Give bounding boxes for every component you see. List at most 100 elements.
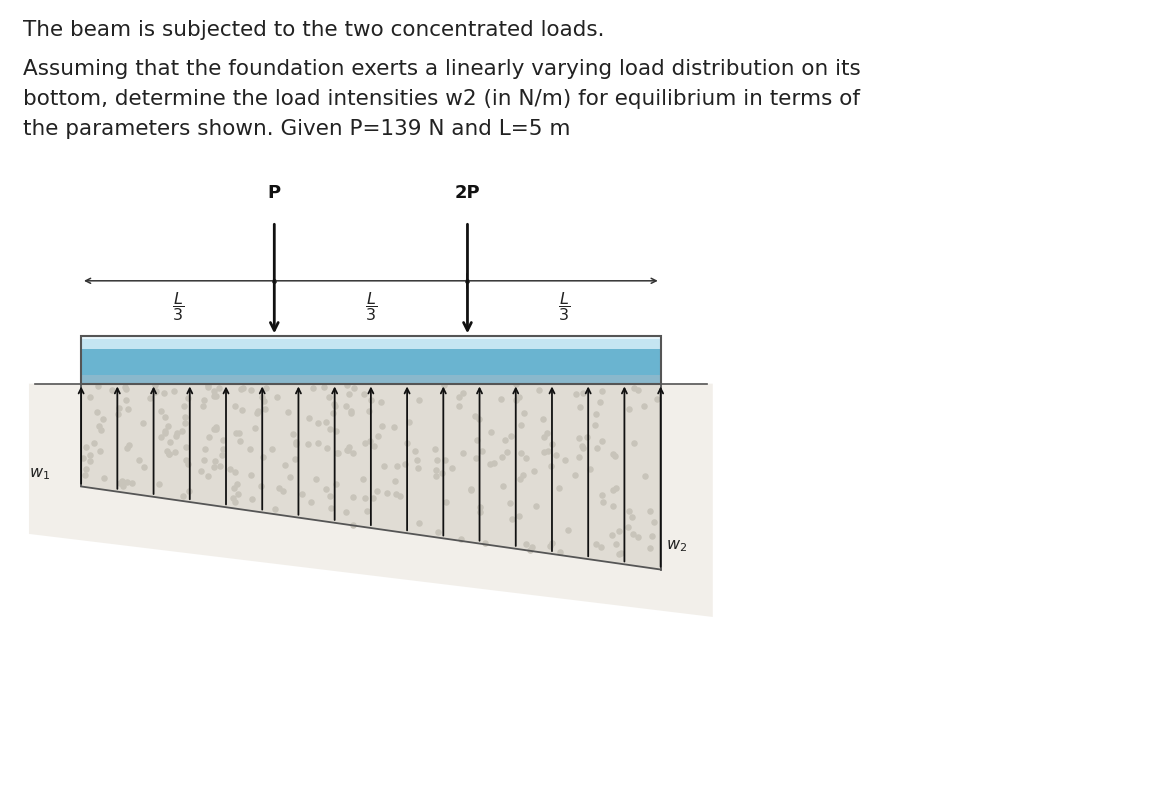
Text: 2P: 2P [454, 184, 480, 202]
Point [167, 430, 185, 442]
Point [547, 448, 566, 461]
Point [116, 381, 134, 394]
Point [428, 453, 446, 466]
Point [279, 406, 298, 418]
Point [494, 480, 512, 493]
Point [625, 437, 643, 449]
Point [409, 393, 428, 406]
Point [228, 478, 247, 490]
Point [566, 469, 584, 482]
Point [133, 417, 152, 430]
Point [454, 387, 473, 399]
Point [588, 538, 606, 551]
Point [90, 445, 109, 457]
Point [253, 390, 271, 403]
Point [325, 398, 343, 411]
Point [204, 389, 223, 402]
Point [88, 406, 107, 418]
Point [221, 462, 240, 475]
Point [150, 478, 168, 490]
Point [648, 393, 666, 406]
Point [510, 509, 529, 522]
Point [242, 469, 261, 482]
Point [130, 453, 148, 466]
Bar [81, 349, 661, 375]
Point [280, 471, 299, 483]
Point [110, 402, 129, 414]
Point [386, 475, 404, 487]
Point [493, 451, 511, 464]
Point [517, 452, 535, 464]
Point [372, 396, 391, 409]
Point [320, 391, 338, 403]
Point [567, 388, 585, 400]
Point [549, 483, 568, 495]
Point [425, 443, 444, 456]
Point [242, 493, 261, 505]
Point [198, 379, 217, 392]
Point [151, 405, 169, 418]
Point [146, 384, 165, 397]
Point [204, 384, 223, 397]
Point [121, 438, 139, 451]
Point [194, 400, 212, 413]
Point [591, 396, 610, 409]
Point [356, 437, 374, 449]
Point [410, 517, 429, 529]
Point [92, 424, 110, 437]
Point [199, 431, 218, 444]
Point [556, 454, 575, 467]
Point [387, 488, 406, 501]
Point [300, 411, 319, 424]
Point [491, 393, 510, 406]
Point [542, 537, 561, 550]
Point [542, 437, 561, 450]
Point [506, 378, 525, 391]
Point [605, 449, 624, 462]
Point [316, 483, 335, 496]
Point [400, 415, 418, 428]
Point [255, 395, 274, 407]
Point [328, 446, 347, 459]
Point [604, 483, 622, 496]
Point [387, 460, 406, 472]
Point [206, 420, 225, 433]
Point [265, 503, 284, 516]
Point [225, 466, 243, 479]
Point [336, 506, 355, 519]
Point [232, 383, 250, 396]
Point [242, 384, 261, 396]
Point [501, 497, 519, 509]
Point [607, 482, 626, 494]
Point [94, 413, 112, 426]
Point [321, 502, 340, 515]
Point [534, 413, 553, 426]
Point [146, 379, 165, 392]
Point [205, 461, 224, 474]
Point [156, 411, 175, 423]
Point [551, 545, 569, 558]
Point [206, 455, 225, 467]
Point [511, 446, 530, 459]
Point [309, 437, 328, 449]
Point [109, 407, 127, 420]
Point [89, 419, 108, 432]
Point [517, 538, 535, 551]
Point [515, 407, 533, 419]
Point [471, 505, 489, 518]
Point [248, 405, 267, 418]
Point [276, 459, 294, 471]
Point [569, 451, 588, 464]
Point [226, 400, 245, 413]
Point [198, 380, 217, 393]
Point [342, 407, 360, 419]
Point [80, 454, 99, 467]
Point [574, 442, 592, 455]
Point [359, 405, 378, 418]
Point [320, 490, 338, 502]
Point [634, 399, 653, 412]
Point [213, 443, 232, 456]
Point [407, 454, 425, 467]
Text: $\dfrac{L}{3}$: $\dfrac{L}{3}$ [172, 290, 184, 324]
Point [146, 386, 165, 399]
